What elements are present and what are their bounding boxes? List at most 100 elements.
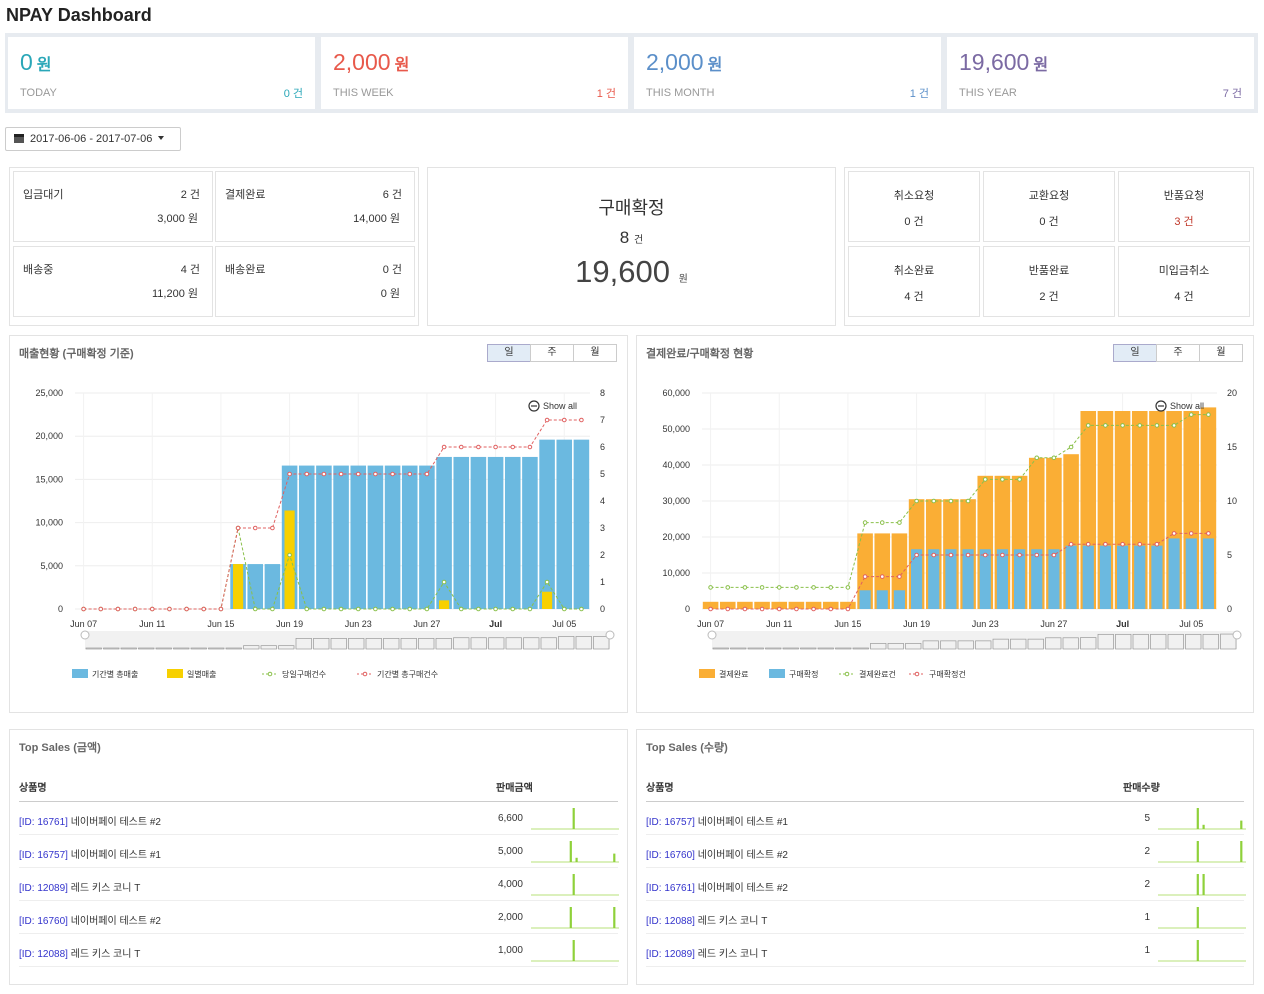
payment-chart[interactable]: 60,000 50,000 40,000 30,000 20,000 10,000 0 20 1…	[637, 372, 1253, 712]
product-id-link[interactable]: [ID: 12089]	[19, 883, 68, 894]
claim-cell[interactable]: 반품요청 3 건	[1118, 171, 1250, 242]
chart-point	[373, 471, 378, 477]
sparkline-bar	[613, 853, 616, 862]
sparkline-bar	[1196, 841, 1199, 862]
legend-label[interactable]: 당일구매건수	[282, 669, 326, 679]
show-all-button[interactable]: Show all	[1170, 401, 1204, 411]
y2-tick-label: 6	[600, 442, 605, 452]
navigator-handle	[707, 630, 717, 640]
kpi-label: TODAY	[20, 87, 57, 99]
status-value: 14,000 원	[353, 213, 400, 225]
product-title: 레드 키스 코니 T	[697, 949, 768, 960]
product-id-link[interactable]: [ID: 12088]	[646, 916, 695, 927]
period-tabs: 일 주 월	[487, 344, 617, 362]
chart-point	[355, 471, 361, 477]
tab-month[interactable]: 월	[1199, 344, 1243, 362]
product-name[interactable]: [ID: 12088] 레드 키스 코니 T	[646, 912, 767, 927]
status-cell[interactable]: 배송중 4 건 11,200 원	[13, 246, 213, 317]
chart-bar	[284, 510, 295, 609]
product-id-link[interactable]: [ID: 16757]	[19, 850, 68, 861]
date-range-text: 2017-06-06 - 2017-07-06	[30, 133, 153, 145]
tab-day[interactable]: 일	[487, 344, 531, 362]
status-cell[interactable]: 입금대기 2 건 3,000 원	[13, 171, 213, 242]
product-id-link[interactable]: [ID: 12089]	[646, 949, 695, 960]
sparkline-bar	[1196, 940, 1199, 961]
tab-day[interactable]: 일	[1113, 344, 1157, 362]
navigator-bar	[1045, 637, 1062, 650]
purchase-confirmed-panel[interactable]: 구매확정 8 건 19,600 원	[427, 167, 836, 326]
legend-label[interactable]: 일별매출	[187, 669, 216, 679]
claim-cell[interactable]: 반품완료 2 건	[983, 246, 1115, 317]
chart-point	[776, 585, 782, 590]
claim-cell[interactable]: 취소요청 0 건	[848, 171, 980, 242]
product-id-link[interactable]: [ID: 16760]	[646, 850, 695, 861]
chart-point	[828, 606, 834, 612]
product-name[interactable]: [ID: 16757] 네이버페이 테스트 #1	[19, 846, 161, 861]
navigator-bar	[103, 647, 120, 650]
product-id-link[interactable]: [ID: 16761]	[19, 817, 68, 828]
chart-point	[270, 525, 275, 531]
chart-point	[794, 606, 799, 612]
chart-point	[776, 606, 782, 612]
claim-cell[interactable]: 교환요청 0 건	[983, 171, 1115, 242]
navigator-bar	[905, 643, 922, 650]
legend-swatch	[769, 669, 785, 678]
product-title: 네이버페이 테스트 #1	[70, 850, 161, 861]
chart-line	[83, 419, 582, 610]
legend-label[interactable]: 구매확정건	[929, 669, 966, 679]
legend-label[interactable]: 기간별 총매출	[92, 669, 138, 679]
status-cell[interactable]: 배송완료 0 건 0 원	[215, 246, 415, 317]
tab-week[interactable]: 주	[530, 344, 574, 362]
kpi-label: THIS MONTH	[646, 87, 715, 99]
chart-point	[759, 606, 765, 612]
chart-point	[167, 606, 172, 612]
chart-point	[1000, 552, 1005, 558]
chart-line	[710, 532, 1209, 610]
legend-label[interactable]: 기간별 총구매건수	[377, 669, 438, 679]
product-id-link[interactable]: [ID: 12088]	[19, 949, 68, 960]
chart-bar	[233, 564, 244, 609]
sparkline-bar	[613, 907, 616, 928]
tab-month[interactable]: 월	[573, 344, 617, 362]
product-id-link[interactable]: [ID: 16757]	[646, 817, 695, 828]
claim-count: 4 건	[1174, 291, 1194, 303]
date-range-picker[interactable]: 2017-06-06 - 2017-07-06	[5, 127, 181, 151]
chart-point	[235, 525, 241, 531]
product-name[interactable]: [ID: 16757] 네이버페이 테스트 #1	[646, 813, 788, 828]
claim-name: 미입금취소	[1158, 265, 1210, 277]
claim-cell[interactable]: 취소완료 4 건	[848, 246, 980, 317]
legend-label[interactable]: 구매확정	[789, 669, 818, 679]
sales-chart[interactable]: 25,00020,00015,00010,0005,0000876543210J…	[10, 372, 627, 712]
product-name[interactable]: [ID: 12089] 레드 키스 코니 T	[646, 945, 767, 960]
claim-name: 교환요청	[1028, 190, 1070, 202]
product-name[interactable]: [ID: 16761] 네이버페이 테스트 #2	[646, 879, 788, 894]
chart-bar	[822, 601, 839, 609]
kpi-label: THIS YEAR	[959, 87, 1017, 99]
chart-point	[965, 552, 971, 558]
chart-point	[441, 579, 447, 585]
product-name[interactable]: [ID: 12088] 레드 키스 코니 T	[19, 945, 140, 960]
chart-point	[1103, 541, 1108, 547]
navigator-bar	[1220, 633, 1237, 650]
product-id-link[interactable]: [ID: 16761]	[646, 883, 695, 894]
tab-week[interactable]: 주	[1156, 344, 1200, 362]
legend-label[interactable]: 결제완료건	[859, 669, 896, 679]
product-name[interactable]: [ID: 12089] 레드 키스 코니 T	[19, 879, 140, 894]
product-name[interactable]: [ID: 16761] 네이버페이 테스트 #2	[19, 813, 161, 828]
chart-point	[811, 606, 816, 612]
chart-point	[948, 498, 954, 504]
product-name[interactable]: [ID: 16760] 네이버페이 테스트 #2	[646, 846, 788, 861]
product-id-link[interactable]: [ID: 16760]	[19, 916, 68, 927]
x-tick-label: Jun 19	[903, 619, 930, 629]
product-name[interactable]: [ID: 16760] 네이버페이 테스트 #2	[19, 912, 161, 927]
chart-point	[218, 606, 224, 612]
chart-point	[1017, 552, 1022, 558]
legend-label[interactable]: 결제완료	[719, 669, 748, 679]
status-cell[interactable]: 결제완료 6 건 14,000 원	[215, 171, 415, 242]
chart-point	[1137, 423, 1143, 428]
show-all-button[interactable]: Show all	[543, 401, 577, 411]
chart-point	[965, 498, 971, 504]
y2-tick-label: 0	[600, 604, 605, 614]
claim-cell[interactable]: 미입금취소 4 건	[1118, 246, 1250, 317]
